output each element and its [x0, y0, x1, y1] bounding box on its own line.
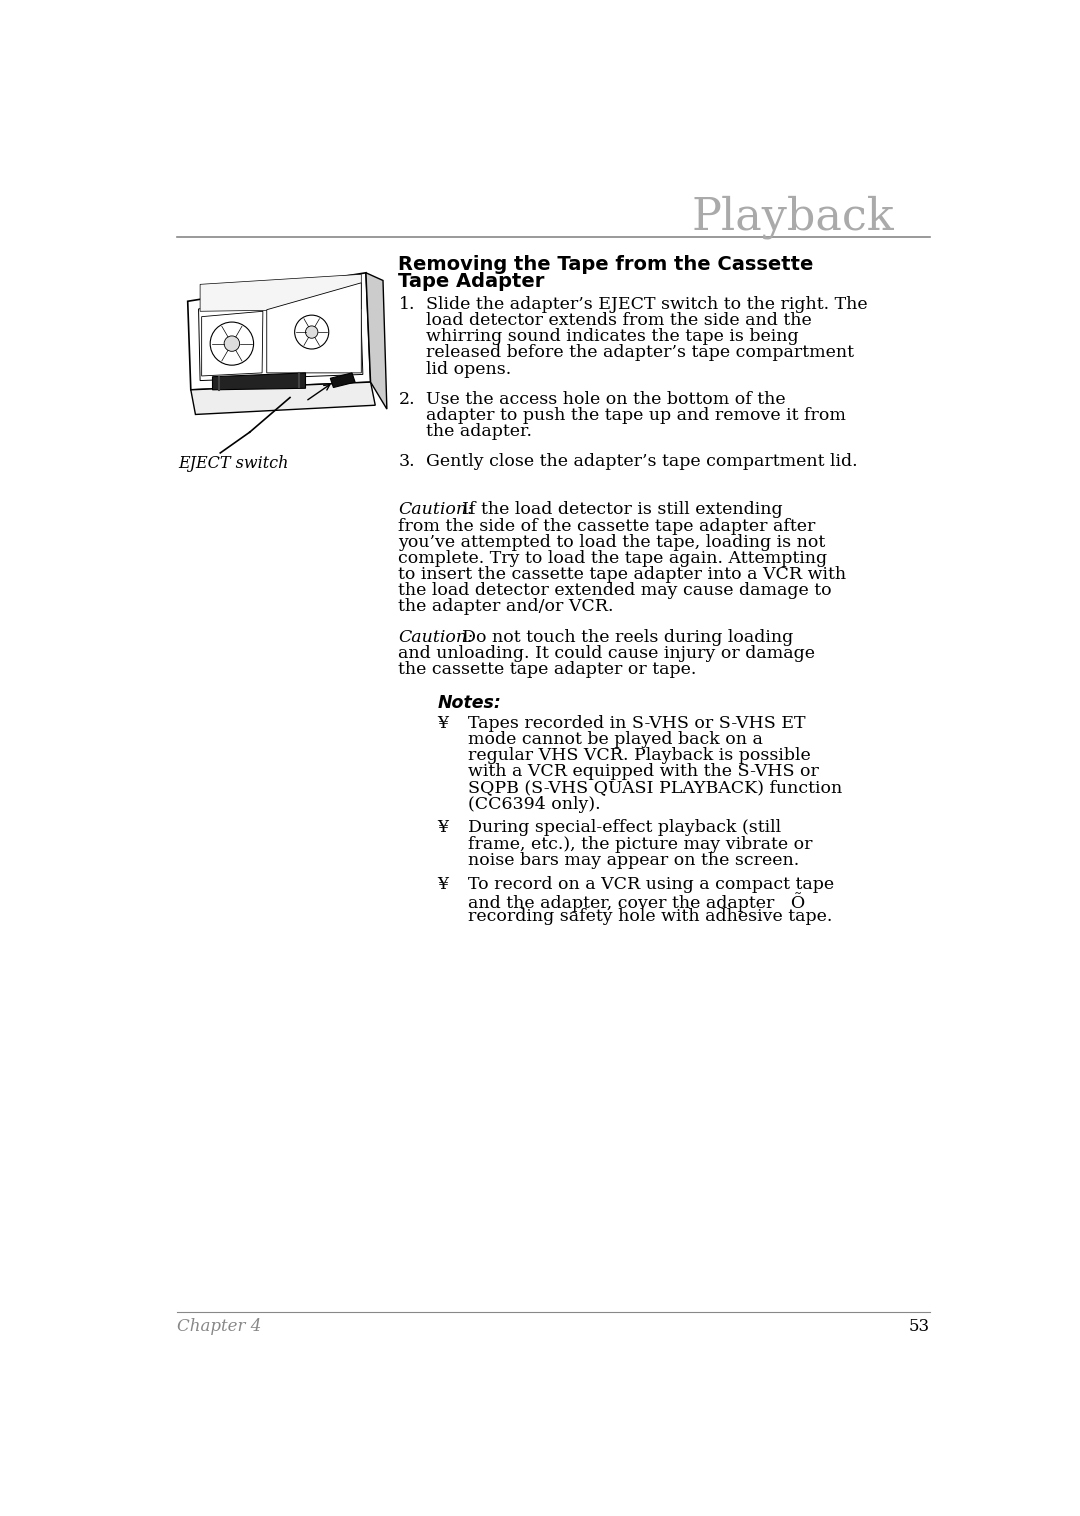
Text: Caution:: Caution:: [399, 629, 473, 646]
Text: from the side of the cassette tape adapter after: from the side of the cassette tape adapt…: [399, 517, 815, 535]
Text: Notes:: Notes:: [437, 694, 501, 713]
Text: Tape Adapter: Tape Adapter: [399, 271, 545, 291]
Text: Caution:: Caution:: [399, 502, 473, 518]
Text: regular VHS VCR. Playback is possible: regular VHS VCR. Playback is possible: [469, 747, 811, 764]
Text: the cassette tape adapter or tape.: the cassette tape adapter or tape.: [399, 661, 697, 678]
Text: you’ve attempted to load the tape, loading is not: you’ve attempted to load the tape, loadi…: [399, 534, 826, 550]
Text: load detector extends from the side and the: load detector extends from the side and …: [426, 312, 811, 329]
Text: recording safety hole with adhesive tape.: recording safety hole with adhesive tape…: [469, 908, 833, 925]
Text: with a VCR equipped with the S-VHS or: with a VCR equipped with the S-VHS or: [469, 763, 819, 781]
Polygon shape: [213, 373, 306, 390]
Polygon shape: [188, 273, 370, 390]
Text: and the adapter, cover the adapter   Õ: and the adapter, cover the adapter Õ: [469, 891, 806, 911]
Text: ¥: ¥: [437, 876, 448, 893]
Text: Gently close the adapter’s tape compartment lid.: Gently close the adapter’s tape compartm…: [426, 453, 858, 470]
Circle shape: [225, 337, 240, 352]
Text: Playback: Playback: [692, 196, 894, 240]
Polygon shape: [191, 382, 375, 414]
Text: 2.: 2.: [399, 391, 415, 408]
Polygon shape: [267, 283, 362, 373]
Text: Slide the adapter’s EJECT switch to the right. The: Slide the adapter’s EJECT switch to the …: [426, 296, 867, 312]
Text: 1.: 1.: [399, 296, 415, 312]
Text: ¥: ¥: [437, 714, 448, 732]
Text: whirring sound indicates the tape is being: whirring sound indicates the tape is bei…: [426, 329, 798, 346]
Text: Do not touch the reels during loading: Do not touch the reels during loading: [451, 629, 794, 646]
Text: frame, etc.), the picture may vibrate or: frame, etc.), the picture may vibrate or: [469, 835, 813, 852]
Polygon shape: [202, 311, 262, 376]
Circle shape: [306, 326, 318, 338]
Text: 3.: 3.: [399, 453, 415, 470]
Text: During special-effect playback (still: During special-effect playback (still: [469, 820, 781, 837]
Circle shape: [295, 315, 328, 349]
Text: and unloading. It could cause injury or damage: and unloading. It could cause injury or …: [399, 644, 815, 661]
Text: mode cannot be played back on a: mode cannot be played back on a: [469, 731, 764, 747]
Polygon shape: [366, 273, 387, 409]
Text: to insert the cassette tape adapter into a VCR with: to insert the cassette tape adapter into…: [399, 565, 847, 584]
Text: complete. Try to load the tape again. Attempting: complete. Try to load the tape again. At…: [399, 550, 827, 567]
Text: Use the access hole on the bottom of the: Use the access hole on the bottom of the: [426, 391, 785, 408]
Polygon shape: [200, 274, 362, 311]
Text: To record on a VCR using a compact tape: To record on a VCR using a compact tape: [469, 876, 835, 893]
Text: EJECT switch: EJECT switch: [178, 455, 288, 473]
Circle shape: [211, 321, 254, 365]
Text: noise bars may appear on the screen.: noise bars may appear on the screen.: [469, 852, 799, 869]
Text: the adapter and/or VCR.: the adapter and/or VCR.: [399, 599, 615, 615]
Text: Chapter 4: Chapter 4: [177, 1319, 261, 1336]
Text: the load detector extended may cause damage to: the load detector extended may cause dam…: [399, 582, 832, 599]
Text: If the load detector is still extending: If the load detector is still extending: [451, 502, 783, 518]
Polygon shape: [199, 282, 363, 381]
Text: released before the adapter’s tape compartment: released before the adapter’s tape compa…: [426, 344, 853, 361]
Text: the adapter.: the adapter.: [426, 423, 531, 440]
Text: 53: 53: [909, 1319, 930, 1336]
Text: SQPB (S-VHS QUASI PLAYBACK) function: SQPB (S-VHS QUASI PLAYBACK) function: [469, 779, 842, 796]
Text: ¥: ¥: [437, 820, 448, 837]
Text: adapter to push the tape up and remove it from: adapter to push the tape up and remove i…: [426, 406, 846, 424]
Text: (CC6394 only).: (CC6394 only).: [469, 796, 600, 813]
Polygon shape: [330, 373, 355, 388]
Text: Tapes recorded in S-VHS or S-VHS ET: Tapes recorded in S-VHS or S-VHS ET: [469, 714, 806, 732]
Text: lid opens.: lid opens.: [426, 361, 511, 377]
Text: Removing the Tape from the Cassette: Removing the Tape from the Cassette: [399, 255, 814, 274]
